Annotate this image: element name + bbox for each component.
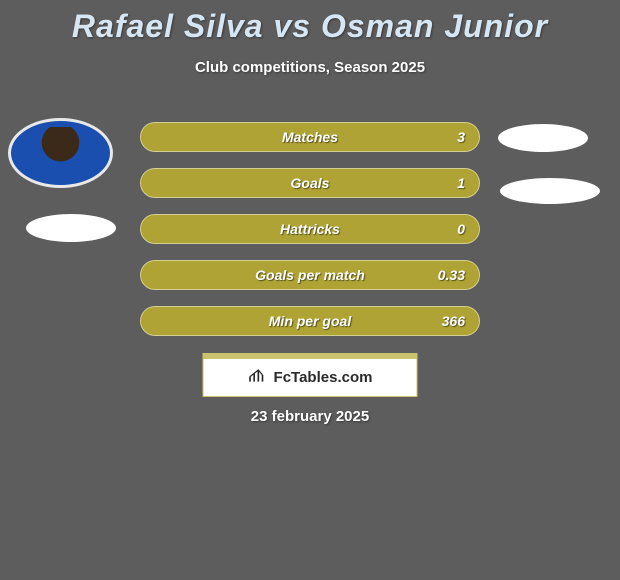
stat-row: Goals per match 0.33 [140, 260, 480, 290]
decor-ellipse-right-1 [498, 124, 588, 152]
chart-icon [248, 365, 268, 390]
brand-box: FcTables.com [203, 353, 418, 397]
stats-bars: Matches 3 Goals 1 Hattricks 0 Goals per … [140, 122, 480, 352]
stat-label: Goals [291, 175, 330, 191]
stat-label: Min per goal [269, 313, 351, 329]
stat-row: Min per goal 366 [140, 306, 480, 336]
stat-label: Hattricks [280, 221, 340, 237]
stat-value: 3 [457, 129, 465, 145]
page-title: Rafael Silva vs Osman Junior [0, 0, 620, 45]
brand-text: FcTables.com [274, 369, 373, 386]
stat-row: Matches 3 [140, 122, 480, 152]
stat-label: Goals per match [255, 267, 365, 283]
stat-label: Matches [282, 129, 338, 145]
stat-value: 0.33 [438, 267, 465, 283]
stat-value: 366 [442, 313, 465, 329]
stat-row: Hattricks 0 [140, 214, 480, 244]
stat-row: Goals 1 [140, 168, 480, 198]
stat-value: 0 [457, 221, 465, 237]
stat-value: 1 [457, 175, 465, 191]
date-text: 23 february 2025 [0, 408, 620, 425]
decor-ellipse-left [26, 214, 116, 242]
player-left-avatar [8, 118, 113, 188]
decor-ellipse-right-2 [500, 178, 600, 204]
page-subtitle: Club competitions, Season 2025 [0, 59, 620, 76]
